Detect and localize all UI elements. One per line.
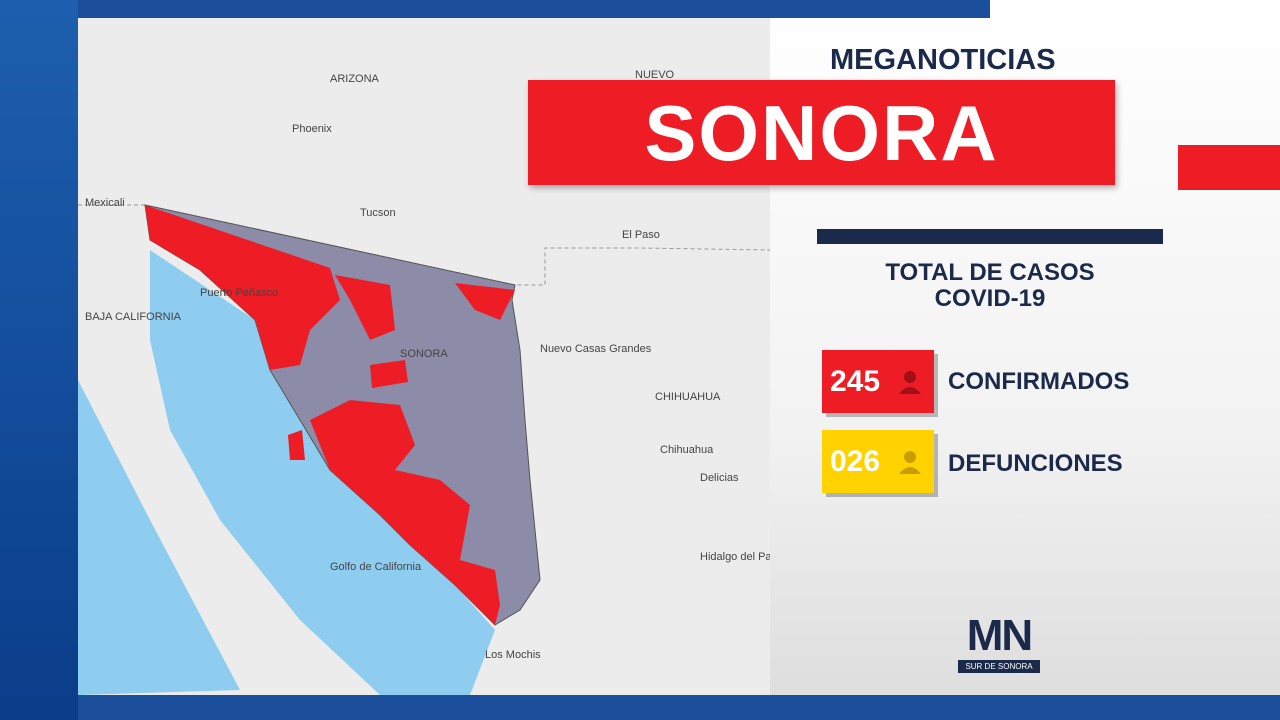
bottom-bar bbox=[78, 695, 1280, 720]
person-icon bbox=[899, 451, 921, 474]
title: SONORA bbox=[644, 89, 999, 177]
person-icon bbox=[899, 371, 921, 394]
red-region bbox=[455, 283, 515, 320]
accent-bar bbox=[1178, 145, 1280, 190]
place-label: Hidalgo del Parral bbox=[700, 551, 770, 563]
subtitle-line: TOTAL DE CASOS bbox=[885, 259, 1095, 286]
divider bbox=[817, 229, 1163, 244]
logo-caption: SUR DE SONORA bbox=[958, 660, 1040, 673]
place-label: Puerto Peñasco bbox=[200, 287, 278, 299]
count: 245 bbox=[830, 365, 881, 398]
place-label: BAJA CALIFORNIA bbox=[85, 311, 182, 323]
place-label: Delicias bbox=[700, 472, 739, 484]
red-region bbox=[310, 400, 500, 625]
place-label: Mexicali bbox=[85, 197, 125, 209]
subtitle-line: COVID-19 bbox=[934, 285, 1046, 312]
stat-label: CONFIRMADOS bbox=[948, 368, 1130, 395]
logo: MN SUR DE SONORA bbox=[958, 612, 1040, 676]
place-label: ARIZONA bbox=[330, 73, 380, 85]
place-label: Los Mochis bbox=[485, 649, 541, 661]
red-region bbox=[370, 360, 408, 388]
logo-mark: MN bbox=[966, 611, 1033, 660]
red-region bbox=[335, 275, 395, 340]
pacific bbox=[78, 380, 240, 695]
gulf bbox=[150, 250, 495, 695]
place-label: Tucson bbox=[360, 207, 396, 219]
count-badge: 245 bbox=[822, 350, 934, 413]
place-label: Golfo de California bbox=[330, 561, 422, 573]
count: 026 bbox=[830, 445, 881, 478]
place-label: NUEVO bbox=[635, 69, 675, 81]
place-label: Nuevo Casas Grandes bbox=[540, 343, 652, 355]
stat-label: DEFUNCIONES bbox=[948, 450, 1123, 477]
place-label: CHIHUAHUA bbox=[655, 391, 721, 403]
red-region bbox=[288, 430, 305, 460]
count-badge: 026 bbox=[822, 430, 934, 493]
place-label: El Paso bbox=[622, 229, 660, 241]
brand: MEGANOTICIAS bbox=[830, 44, 1056, 76]
title-banner: SONORA bbox=[528, 80, 1115, 185]
top-bar bbox=[78, 0, 990, 18]
map-labels: ARIZONA Phoenix Tucson El Paso NUEVO BAJA CAL… bbox=[85, 69, 770, 661]
red-region bbox=[145, 205, 340, 370]
subtitle: TOTAL DE CASOS COVID-19 bbox=[817, 260, 1163, 312]
place-label: Phoenix bbox=[292, 123, 332, 135]
place-label: Chihuahua bbox=[660, 444, 714, 456]
left-frame bbox=[0, 0, 78, 720]
place-label: SONORA bbox=[400, 348, 448, 360]
